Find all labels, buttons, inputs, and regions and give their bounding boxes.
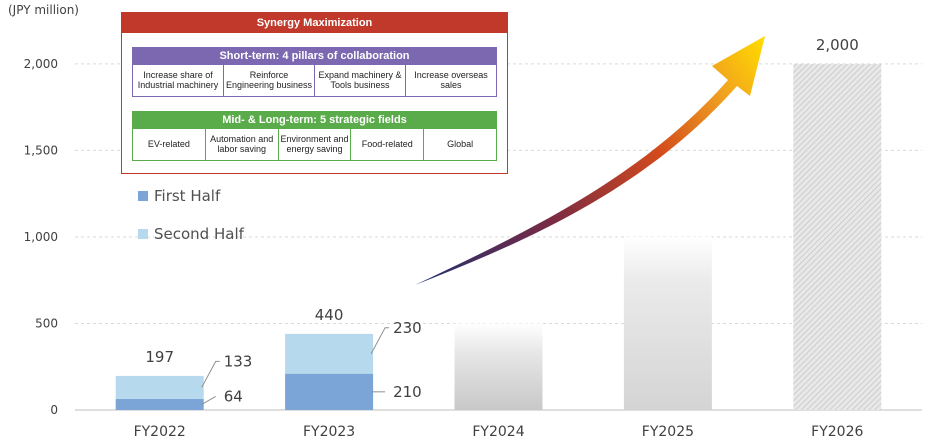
mid-long-term-group: Mid- & Long-term: 5 strategic fields EV-… — [132, 111, 497, 161]
mid-long-term-item: EV-related — [133, 129, 206, 160]
mid-long-term-item: Food-related — [351, 129, 425, 160]
x-axis-labels: FY2022 FY2023 FY2024 FY2025 FY2026 — [134, 424, 864, 440]
short-term-item: Reinforce Engineering business — [224, 65, 315, 96]
bar-second-half — [285, 333, 374, 374]
total-label: 2,000 — [816, 36, 859, 54]
segment-label-second-half: 133 — [224, 352, 253, 370]
y-axis-ticks: 0 500 1,000 1,500 2,000 — [24, 57, 58, 417]
segment-label-second-half: 230 — [393, 319, 422, 337]
total-label: 440 — [315, 306, 344, 324]
bar-projected — [623, 236, 712, 410]
bars — [115, 63, 882, 410]
y-unit-label: (JPY million) — [8, 3, 79, 17]
bar-second-half — [115, 375, 204, 399]
y-tick-label: 500 — [35, 316, 58, 330]
x-tick-label: FY2024 — [472, 424, 524, 440]
short-term-item: Increase share of Industrial machinery — [133, 65, 224, 96]
leader-line — [201, 360, 220, 388]
y-tick-label: 0 — [50, 403, 58, 417]
legend-swatch-first-half — [138, 191, 148, 201]
synergy-title: Synergy Maximization — [122, 13, 507, 33]
x-tick-label: FY2025 — [642, 424, 694, 440]
short-term-group: Short-term: 4 pillars of collaboration I… — [132, 47, 497, 97]
mid-long-term-header: Mid- & Long-term: 5 strategic fields — [132, 111, 497, 129]
mid-long-term-item: Global — [447, 138, 474, 149]
legend: First Half Second Half — [138, 186, 244, 262]
short-term-header: Short-term: 4 pillars of collaboration — [132, 47, 497, 65]
y-tick-label: 1,000 — [24, 230, 58, 244]
segment-label-first-half: 64 — [224, 387, 243, 405]
leader-line — [370, 327, 390, 354]
legend-item-second-half: Second Half — [138, 224, 244, 244]
bar-first-half — [115, 398, 204, 410]
legend-item-first-half: First Half — [138, 186, 244, 206]
short-term-item: Increase overseas sales — [414, 70, 488, 90]
x-tick-label: FY2026 — [811, 424, 863, 440]
synergy-box: Synergy Maximization Short-term: 4 pilla… — [121, 12, 508, 174]
legend-swatch-second-half — [138, 229, 148, 239]
y-tick-label: 1,500 — [24, 143, 58, 157]
x-tick-label: FY2023 — [303, 424, 355, 440]
bar-projected — [454, 323, 543, 410]
mid-long-term-item: Environment and energy saving — [279, 129, 352, 160]
legend-label: First Half — [154, 187, 221, 205]
legend-label: Second Half — [154, 225, 244, 243]
mid-long-term-item: Automation and labor saving — [206, 129, 279, 160]
growth-arrow — [415, 36, 765, 285]
leader-line — [201, 396, 216, 405]
bar-projected — [793, 63, 882, 410]
short-term-item: Expand machinery & Tools business — [315, 65, 406, 96]
bar-first-half — [285, 373, 374, 410]
data-labels: 64 133 197 210 230 440 2,000 — [145, 36, 858, 406]
y-tick-label: 2,000 — [24, 57, 58, 71]
x-tick-label: FY2022 — [134, 424, 186, 440]
segment-label-first-half: 210 — [393, 383, 422, 401]
total-label: 197 — [145, 348, 174, 366]
